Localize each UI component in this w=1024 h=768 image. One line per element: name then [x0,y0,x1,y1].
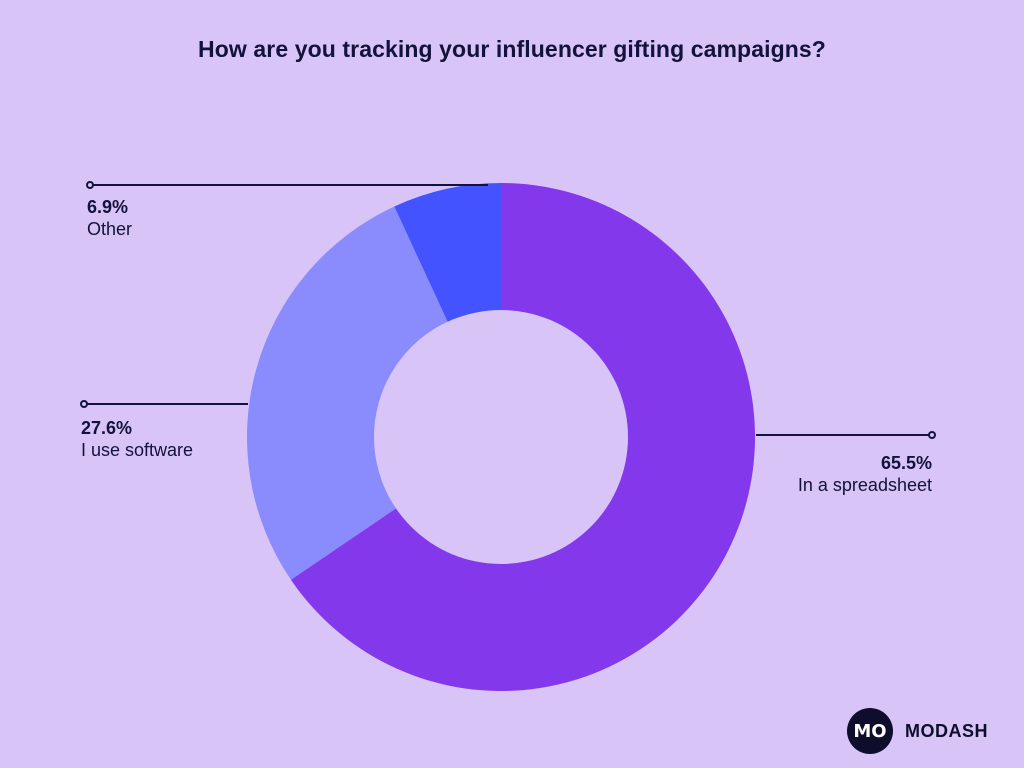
slice-name-spreadsheet: In a spreadsheet [797,475,932,495]
brand-name: MODASH [905,720,988,741]
label-software: 27.6% I use software [81,417,193,461]
label-spreadsheet: 65.5% In a spreadsheet [798,452,932,496]
leader-other-dot [86,181,94,189]
slice-value-software: 27.6% [81,418,133,438]
chart-title: How are you tracking your influencer gif… [198,36,826,62]
donut-hole [374,310,628,564]
leader-software-dot [80,400,88,408]
label-other: 6.9% Other [87,196,132,240]
slice-name-software: I use software [81,440,194,460]
modash-logo-icon: MO [847,708,893,754]
slice-name-other: Other [87,219,133,239]
leader-spreadsheet-dot [928,431,936,439]
slice-value-other: 6.9% [87,197,129,217]
brand: MO MODASH [847,708,988,754]
slice-value-spreadsheet: 65.5% [880,453,932,473]
slice-software [247,206,501,580]
